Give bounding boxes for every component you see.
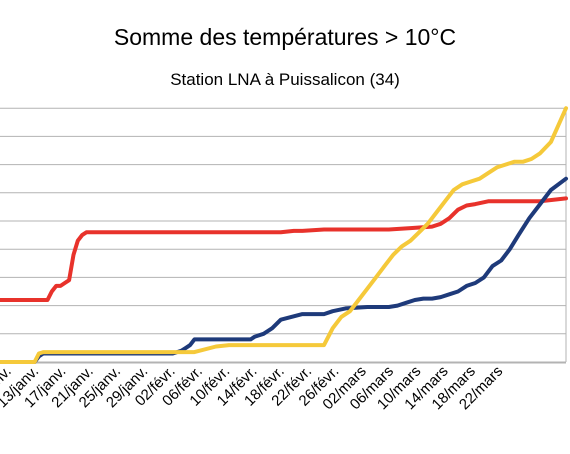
series-line-2: [0, 176, 568, 364]
series-line-3: [0, 106, 568, 364]
series-lines: [0, 106, 568, 364]
x-tick-labels: 09/janv.13/janv.17/janv.21/janv.25/janv.…: [0, 363, 506, 413]
grid-lines: [0, 107, 566, 363]
chart-subtitle: Station LNA à Puissalicon (34): [170, 70, 400, 89]
axes: [0, 108, 567, 364]
chart-title: Somme des températures > 10°C: [113, 24, 457, 50]
series-line-1: [0, 196, 568, 302]
